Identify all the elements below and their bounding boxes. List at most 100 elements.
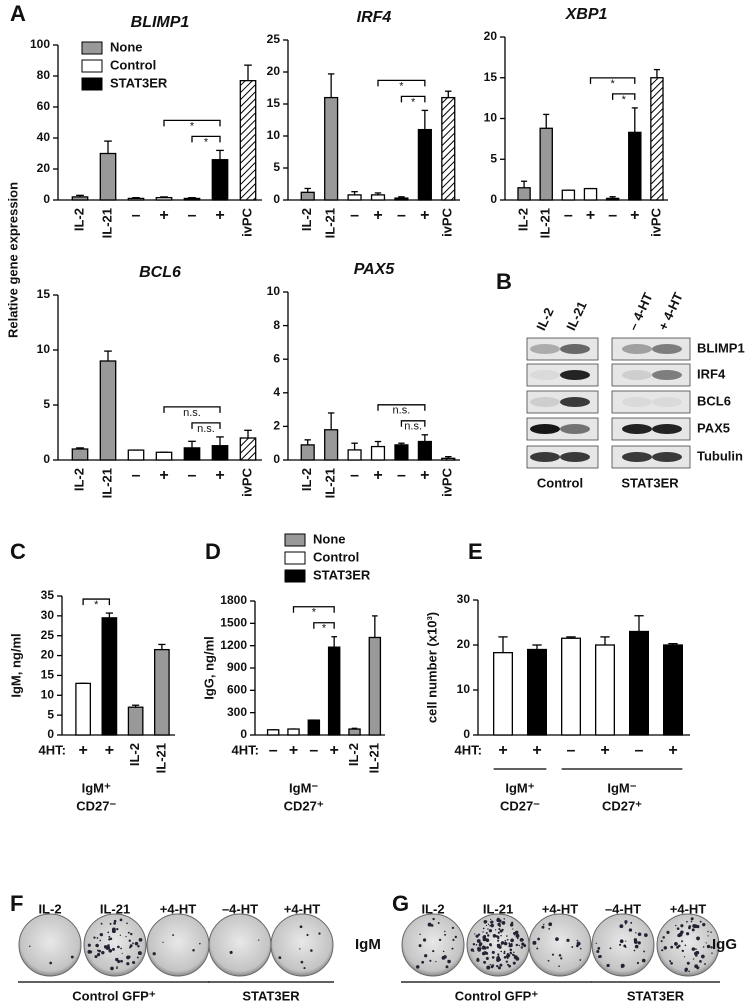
plate-spot (489, 964, 491, 966)
plate-spot (485, 951, 489, 955)
plate-spot (595, 942, 597, 945)
legend-label: None (110, 39, 143, 54)
bar (370, 445, 386, 461)
y-tick-label: 0 (463, 727, 470, 741)
x-tick-label: + (215, 207, 224, 224)
bar (155, 197, 173, 201)
plate-spot (691, 928, 695, 932)
plate-spot (172, 934, 174, 936)
bar (650, 77, 664, 201)
plate-spot (489, 925, 491, 927)
x-tick-label: IL-21 (323, 208, 338, 238)
bar (561, 189, 576, 201)
plate (591, 913, 655, 977)
blot-band (560, 344, 590, 354)
group-label: CD27⁺ (602, 798, 642, 813)
plate-spot (644, 933, 648, 937)
plate-spot (125, 935, 127, 938)
plate-spot (663, 946, 668, 950)
plate-spot (660, 940, 663, 943)
plate-spot (96, 937, 99, 939)
significance-label: n.s. (197, 423, 215, 435)
plate-spot (444, 930, 446, 933)
plate-spot (472, 943, 476, 946)
bar (266, 729, 280, 736)
y-axis-label: Relative gene expression (5, 182, 20, 338)
plate-label: +4-HT (542, 901, 579, 916)
plate-spot (497, 953, 500, 956)
blot-row-label: IRF4 (697, 366, 726, 381)
plate-spot (126, 922, 128, 925)
plate-spot (485, 920, 488, 923)
x-tick-label: + (630, 207, 639, 224)
plate-spot (541, 925, 545, 929)
plate-spot (637, 941, 641, 945)
plate-spot (106, 945, 111, 950)
bar (348, 728, 361, 736)
plate-spot (475, 934, 479, 938)
bar (347, 449, 362, 461)
plate-spot (505, 954, 509, 958)
x-tick-label: – (269, 742, 278, 759)
plate-spot (576, 939, 579, 942)
legend-swatch (284, 551, 306, 565)
plate-spot (498, 919, 502, 923)
bar (127, 706, 144, 736)
plate-spot (684, 968, 688, 972)
plate-spot (701, 954, 705, 959)
plate-spot (477, 933, 481, 936)
plate-spot (485, 956, 489, 960)
plate-spot (451, 947, 454, 950)
significance-bracket (82, 598, 111, 606)
legend-swatch (284, 569, 306, 583)
legend-label: Control (313, 549, 359, 564)
plate-spot (506, 963, 510, 966)
y-tick-label: 20 (484, 29, 498, 43)
x-tick-label: + (373, 207, 382, 224)
plate (656, 913, 720, 977)
bar (583, 187, 598, 201)
plate-spot (498, 928, 501, 931)
plate-spot (500, 941, 505, 945)
plate-spot (624, 946, 627, 948)
significance-label: n.s. (183, 407, 201, 419)
plate-spot (442, 950, 445, 953)
plate-spot (503, 956, 507, 959)
x-tick-label: – (188, 207, 197, 224)
y-tick-label: 10 (484, 111, 498, 125)
blot-band (622, 397, 652, 407)
y-tick-label: 25 (267, 32, 281, 46)
plate-spot (513, 951, 515, 954)
plate-spot (500, 950, 503, 953)
x-tick-label: IL-2 (71, 208, 86, 231)
plate-spot (536, 947, 539, 950)
y-tick-label: 20 (37, 161, 51, 175)
plate-spot (686, 961, 690, 965)
bar (605, 197, 620, 201)
plate-label: IL-21 (483, 901, 513, 916)
plate-spot (490, 944, 492, 947)
plate-spot (510, 952, 513, 955)
plate-spot (555, 937, 559, 941)
plate-spot (670, 945, 674, 949)
plate-spot (138, 938, 143, 942)
y-tick-label: 15 (484, 70, 498, 84)
plate-spot (432, 949, 435, 953)
plate-spot (116, 967, 118, 969)
plate-spot (509, 923, 514, 927)
plate-spot (451, 926, 455, 929)
plate-spot (522, 939, 524, 941)
plate-spot (515, 943, 519, 947)
blot-column-label: IL-2 (533, 305, 556, 332)
bar (628, 131, 642, 201)
x-tick-label: IL-2 (299, 468, 314, 491)
significance-label: n.s. (393, 405, 411, 417)
x-tick-label: – (564, 207, 573, 224)
bar (127, 197, 145, 201)
plate-spot (630, 921, 633, 924)
plate-spot (130, 932, 133, 936)
bar (561, 637, 582, 736)
plate-spot (120, 947, 122, 950)
significance-bracket (191, 422, 221, 429)
x-tick-label: IL-2 (71, 468, 86, 491)
